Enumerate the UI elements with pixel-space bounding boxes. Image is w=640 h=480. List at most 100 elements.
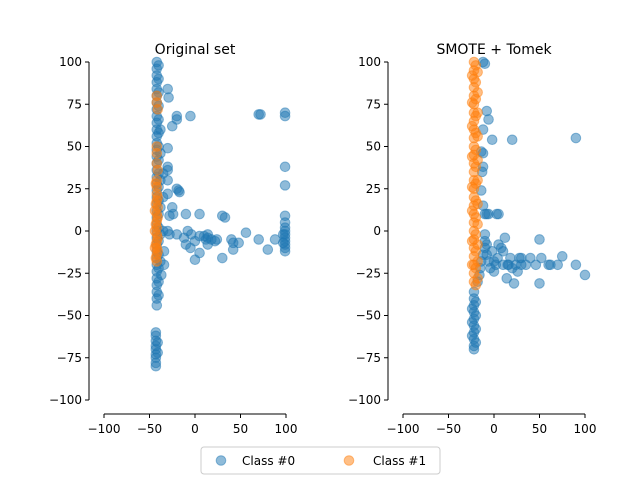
panel-title: Original set <box>155 42 236 58</box>
data-point <box>486 134 498 146</box>
data-point <box>162 175 173 186</box>
data-point <box>153 114 164 125</box>
panel-1: SMOTE + Tomek −100 −75 −50 −25 0 25 50 75 100 −100… <box>348 42 596 436</box>
series-class-0 <box>466 56 591 355</box>
data-point <box>149 242 161 254</box>
data-point <box>466 205 478 217</box>
data-point <box>530 259 542 271</box>
data-point <box>240 227 252 238</box>
data-point <box>481 105 493 117</box>
data-point <box>152 347 163 358</box>
data-point <box>479 58 491 69</box>
panel-0: Original set −100 −75 −50 −25 0 25 50 75 100 −100 −… <box>49 42 297 436</box>
data-point <box>556 251 568 262</box>
data-point <box>472 107 483 118</box>
data-point <box>255 109 266 120</box>
y-tick-label: 25 <box>67 182 82 196</box>
data-point <box>150 178 162 189</box>
panel-title: SMOTE + Tomek <box>436 42 552 58</box>
data-point <box>153 289 164 301</box>
data-point <box>579 269 591 281</box>
data-point <box>211 234 223 245</box>
data-point <box>152 164 163 176</box>
data-point <box>479 229 491 240</box>
y-tick-label: −75 <box>356 351 381 365</box>
data-point <box>262 244 274 255</box>
data-point <box>279 245 291 257</box>
data-point <box>466 259 478 271</box>
data-point <box>153 73 164 85</box>
data-point <box>150 360 162 372</box>
data-point <box>472 87 483 98</box>
data-point <box>253 234 265 245</box>
data-point <box>472 131 483 142</box>
series-class-1 <box>466 56 483 291</box>
y-tick-label: 50 <box>366 140 381 154</box>
data-point <box>167 208 179 220</box>
legend: Class #0 Class #1 <box>200 446 441 475</box>
y-tick-label: 50 <box>67 140 82 154</box>
data-point <box>466 181 478 193</box>
data-point <box>534 234 545 245</box>
x-tick-label: −100 <box>88 422 121 436</box>
x-tick-label: 50 <box>532 422 547 436</box>
data-point <box>162 188 173 200</box>
x-tick-label: 0 <box>191 422 199 436</box>
legend-label-class-0: Class #0 <box>242 454 295 468</box>
x-tick-label: 100 <box>275 422 298 436</box>
data-point <box>162 142 173 154</box>
x-tick-label: −50 <box>137 422 162 436</box>
legend-label-class-1: Class #1 <box>373 454 426 468</box>
x-tick-label: 100 <box>574 422 597 436</box>
data-point <box>162 164 173 176</box>
data-point <box>497 245 509 257</box>
y-tick-label: 25 <box>366 182 381 196</box>
y-tick-label: 100 <box>358 55 381 69</box>
data-point <box>472 218 483 230</box>
data-point <box>152 337 163 348</box>
y-tick-label: −100 <box>348 393 381 407</box>
data-point <box>466 303 478 315</box>
data-point <box>194 208 205 220</box>
data-point <box>227 244 239 255</box>
data-point <box>155 124 166 135</box>
y-tick-label: 75 <box>366 97 381 111</box>
x-tick-label: 0 <box>490 422 498 436</box>
data-point <box>151 147 163 159</box>
y-tick-label: 0 <box>373 224 381 238</box>
data-point <box>217 252 228 264</box>
y-tick-label: −100 <box>49 393 82 407</box>
data-point <box>152 104 163 115</box>
data-point <box>534 278 545 289</box>
data-point <box>570 259 582 271</box>
x-tick-label: −100 <box>387 422 420 436</box>
data-point <box>570 132 582 144</box>
data-point <box>486 245 498 257</box>
data-point <box>466 151 478 162</box>
data-point <box>149 225 161 237</box>
data-point <box>180 208 192 220</box>
data-point <box>483 114 494 125</box>
y-tick-label: 0 <box>74 224 82 238</box>
data-point <box>174 186 185 198</box>
y-tick-label: −25 <box>356 266 381 280</box>
data-point <box>466 97 478 108</box>
legend-marker-class-1 <box>343 455 355 466</box>
data-point <box>466 235 478 247</box>
legend-frame <box>200 446 441 475</box>
data-point <box>472 198 483 210</box>
data-point <box>483 208 494 220</box>
data-point <box>472 175 483 186</box>
data-point <box>151 300 163 311</box>
data-point <box>492 252 503 264</box>
data-point <box>149 205 161 217</box>
data-point <box>279 161 291 173</box>
data-point <box>163 92 174 103</box>
data-point <box>185 110 196 122</box>
data-point <box>466 330 478 342</box>
data-point <box>156 269 167 281</box>
data-point <box>153 60 164 71</box>
y-tick-label: 75 <box>67 97 82 111</box>
legend-marker-class-0 <box>215 455 227 466</box>
